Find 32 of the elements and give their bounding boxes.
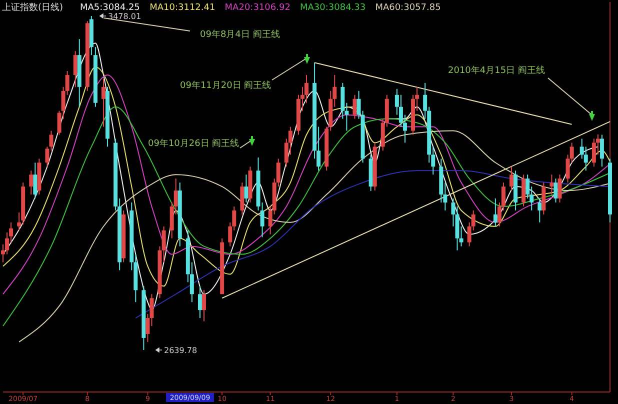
text: MA5:3084.25 [80,3,140,13]
candlestick [101,78,106,128]
annotation: 3478.01 [108,12,142,21]
annotation: 09年8月4日 阎王线 [200,29,280,40]
candlestick [493,198,498,227]
candlestick [600,134,604,168]
candlestick [73,50,78,88]
text: MA30:3084.33 [300,3,366,13]
annotation: 09年10月26日 阎王线 [148,138,240,149]
candlestick [538,198,542,223]
annotation: 2010年4月15日 阎王线 [448,65,545,76]
candlestick [202,290,206,322]
candlestick [459,226,464,247]
candlestick [522,174,526,207]
candlestick [510,166,514,192]
text: MA60:3057.85 [375,3,441,13]
candlestick [33,162,38,199]
chart-title: 上证指数(日线) [2,2,64,13]
annotation: 09年11月20日 阎王线 [180,80,272,91]
candlestick [592,138,596,168]
candlestick [29,170,34,196]
candlestick [244,174,248,203]
text: MA10:3112.41 [150,3,216,13]
candlestick [550,174,554,196]
text: MA20:3106.92 [224,3,290,13]
candlestick [198,286,202,319]
candlestick [240,182,244,215]
candlestick [554,178,558,203]
candlestick [352,94,357,120]
annotation: 2639.78 [164,346,198,355]
candlestick [558,174,562,203]
candlestick [542,182,546,215]
